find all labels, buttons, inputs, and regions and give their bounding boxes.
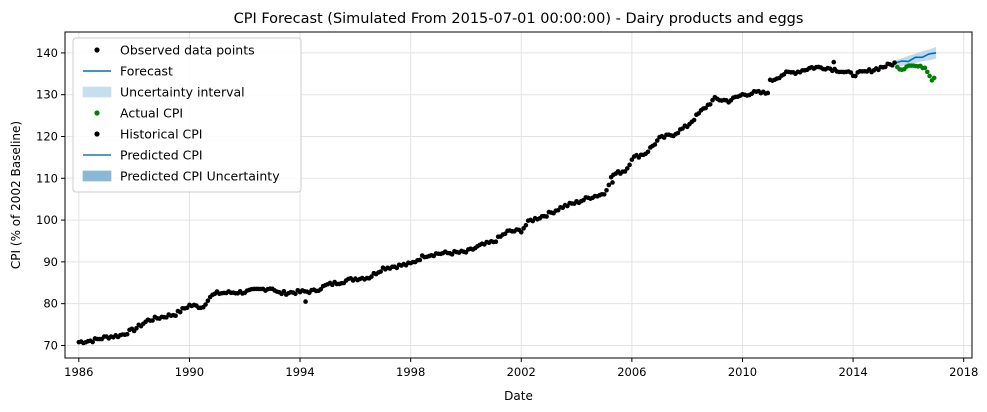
- historical-point: [493, 239, 499, 245]
- historical-point: [124, 331, 130, 337]
- legend-label: Predicted CPI: [120, 148, 203, 163]
- x-tick-label: 1998: [396, 365, 425, 379]
- historical-point: [652, 142, 658, 147]
- y-tick-label: 140: [36, 46, 58, 60]
- historical-point: [848, 70, 854, 75]
- axis-ticks: 1986 1990 1994 1998 2002 2006 2010 2014 2018 70 80…: [36, 46, 978, 379]
- y-tick-label: 130: [36, 88, 58, 102]
- x-tick-label: 2010: [728, 365, 757, 379]
- historical-point: [205, 298, 211, 304]
- actual-cpi-point: [931, 75, 937, 81]
- x-axis-label: Date: [504, 389, 533, 403]
- historical-point: [378, 269, 383, 274]
- historical-point: [90, 339, 95, 345]
- historical-point: [883, 64, 888, 70]
- historical-point: [369, 274, 374, 279]
- historical-point: [627, 162, 632, 168]
- historical-point: [606, 182, 612, 188]
- chart-title: CPI Forecast (Simulated From 2015-07-01 …: [234, 11, 804, 27]
- historical-point: [853, 73, 858, 79]
- y-tick-label: 100: [36, 213, 58, 227]
- series-layer: [76, 47, 937, 346]
- legend-marker-dot: [94, 131, 100, 137]
- actual-cpi-point: [924, 69, 930, 75]
- historical-point: [518, 229, 524, 235]
- historical-point: [177, 309, 183, 315]
- legend-marker-band: [82, 170, 112, 182]
- legend-label: Forecast: [120, 64, 173, 79]
- legend-label: Historical CPI: [120, 127, 202, 142]
- legend-marker-dot: [94, 110, 100, 116]
- historical-point: [703, 105, 708, 111]
- actual-cpi-point: [922, 65, 928, 71]
- historical-point: [417, 257, 423, 263]
- y-tick-label: 90: [43, 255, 58, 269]
- historical-point: [610, 180, 615, 185]
- legend-label: Uncertainty interval: [120, 85, 245, 100]
- historical-point: [624, 166, 630, 171]
- actual-cpi-point: [927, 73, 932, 79]
- forecast-line: [894, 52, 937, 65]
- historical-point: [654, 138, 660, 143]
- legend-marker-band: [82, 86, 112, 98]
- historical-point: [645, 149, 651, 155]
- x-tick-label: 1986: [64, 365, 93, 379]
- x-tick-label: 1990: [175, 365, 204, 379]
- historical-point: [173, 313, 178, 318]
- historical-point: [544, 214, 549, 219]
- historical-point: [134, 325, 139, 331]
- historical-point: [691, 117, 697, 123]
- historical-point: [303, 299, 308, 304]
- legend-label: Observed data points: [120, 43, 255, 58]
- y-tick-label: 120: [36, 129, 58, 143]
- historical-point: [892, 60, 897, 65]
- legend: Observed data points Forecast Uncertainty …: [72, 37, 302, 193]
- historical-point: [293, 291, 298, 297]
- historical-point: [707, 102, 713, 107]
- y-tick-label: 70: [43, 338, 58, 352]
- legend-box: [72, 37, 302, 193]
- historical-point: [604, 187, 609, 193]
- y-axis-label: CPI (% of 2002 Baseline): [9, 121, 23, 269]
- plot-area-frame: [64, 31, 973, 359]
- historical-point: [601, 192, 607, 197]
- historical-point: [394, 265, 400, 271]
- historical-point: [281, 288, 287, 294]
- y-tick-label: 110: [36, 171, 58, 185]
- legend-label: Predicted CPI Uncertainty: [120, 169, 280, 184]
- historical-point: [203, 302, 208, 307]
- legend-label: Actual CPI: [120, 106, 183, 121]
- historical-point: [150, 318, 155, 323]
- historical-point: [765, 90, 771, 96]
- x-tick-label: 2002: [507, 365, 536, 379]
- x-tick-label: 2006: [617, 365, 646, 379]
- historical-point: [675, 130, 681, 136]
- x-tick-label: 1994: [285, 365, 314, 379]
- historical-point: [523, 223, 529, 228]
- x-tick-label: 2014: [838, 365, 867, 379]
- x-tick-label: 2018: [949, 365, 978, 379]
- y-tick-label: 80: [43, 297, 58, 311]
- historical-point: [831, 59, 837, 65]
- legend-marker-dot: [94, 47, 100, 53]
